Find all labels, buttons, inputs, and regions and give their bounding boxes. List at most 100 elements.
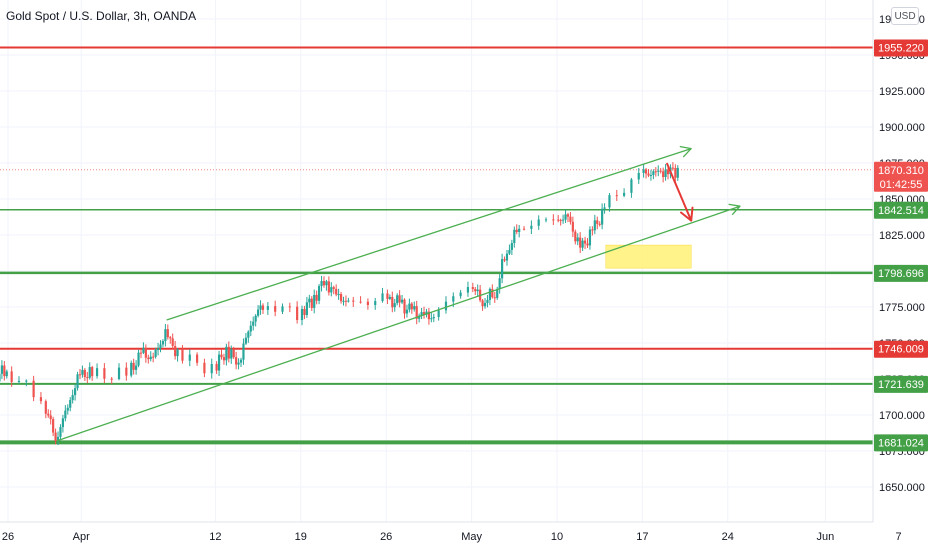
candle-body: [103, 368, 106, 379]
level-tag: 1798.696: [878, 268, 924, 280]
candle-body: [400, 299, 404, 303]
candle-body: [659, 170, 662, 172]
candle-body: [505, 253, 509, 261]
candle-body: [39, 397, 43, 402]
channel-upper-line-arrowhead: [679, 145, 692, 158]
candle-body: [508, 249, 511, 254]
candle-body: [664, 169, 667, 178]
candle-body: [466, 287, 470, 293]
candle-body: [237, 362, 240, 365]
candle-body: [86, 377, 89, 379]
level-tag: 1746.009: [878, 344, 924, 356]
level-tag: 1842.514: [878, 205, 924, 217]
time-tick-label: 26: [380, 531, 392, 543]
candle-body: [239, 359, 243, 363]
candle-body: [132, 362, 135, 370]
candle-body: [222, 357, 226, 361]
candle-body: [420, 312, 423, 316]
candle-body: [513, 229, 516, 244]
candle-body: [654, 171, 657, 173]
candle-body: [78, 374, 82, 376]
candle-body: [403, 299, 406, 314]
time-tick-label: 19: [295, 531, 307, 543]
candle-body: [74, 388, 77, 396]
currency-button[interactable]: USD: [891, 7, 919, 25]
candle-body: [242, 343, 245, 360]
candle-body: [337, 294, 340, 296]
candle-body: [662, 171, 665, 178]
candle-body: [603, 207, 606, 209]
candle-body: [142, 347, 145, 353]
candle-body: [125, 367, 128, 376]
candle-body: [642, 169, 645, 173]
time-tick-label: 7: [896, 531, 902, 543]
candle-body: [247, 331, 250, 338]
candle-body: [44, 401, 47, 414]
candle-body: [344, 300, 348, 302]
level-tag: 1721.639: [878, 379, 924, 391]
candle-body: [676, 167, 679, 178]
time-axis[interactable]: 26 Apr 12 19 26 May 10 17 24 Jun 7: [2, 531, 902, 543]
candle-body: [227, 346, 230, 359]
candle-body: [215, 364, 218, 371]
candle-body: [544, 219, 548, 221]
candle-body: [427, 311, 430, 320]
candle-body: [137, 352, 140, 366]
candle-body: [552, 219, 555, 221]
candle-body: [327, 281, 330, 293]
candle-body: [320, 281, 323, 286]
candle-body: [339, 294, 343, 302]
forecast-arrow-head: [680, 206, 694, 222]
candle-body: [252, 321, 255, 326]
candle-body: [652, 171, 655, 176]
candle-body: [188, 354, 191, 361]
candle-body: [615, 195, 618, 197]
candle-body: [181, 349, 184, 361]
candle-body: [139, 352, 143, 354]
candle-body: [471, 287, 474, 290]
candle-body: [176, 349, 179, 357]
candle-body: [66, 407, 69, 411]
candle-body: [210, 364, 213, 374]
candle-body: [325, 281, 328, 286]
candle-body: [488, 288, 491, 300]
candle-body: [432, 317, 435, 319]
candle-body: [217, 354, 221, 371]
candle-body: [591, 229, 594, 231]
candle-body: [581, 240, 584, 248]
candle-body: [88, 367, 91, 378]
level-tag-bg: [874, 375, 928, 393]
candle-body: [110, 378, 113, 380]
candle-body: [56, 436, 60, 442]
candle-body: [71, 395, 74, 401]
candle-body: [413, 306, 416, 310]
candle-body: [130, 362, 133, 376]
candle-body: [452, 296, 455, 302]
candle-body: [288, 306, 291, 308]
candle-body: [225, 346, 228, 361]
candle-body: [366, 301, 369, 306]
candle-body: [308, 298, 311, 303]
candle-body: [52, 419, 55, 433]
candle-body: [49, 415, 52, 420]
candle-body: [586, 243, 589, 246]
drawings: [56, 145, 741, 442]
candle-body: [257, 309, 260, 316]
candle-body: [196, 354, 199, 363]
candle-body: [569, 216, 572, 222]
candle-body: [17, 380, 21, 382]
time-tick-label: Jun: [817, 531, 835, 543]
candle-body: [388, 296, 391, 299]
candle-body: [483, 303, 487, 307]
price-tick-label: 1650.000: [879, 482, 925, 494]
candle-body: [3, 365, 6, 377]
candle-body: [330, 287, 333, 293]
candle-body: [598, 223, 601, 225]
price-tick-label: 1925.000: [879, 86, 925, 98]
candle-body: [342, 300, 345, 302]
candle-body: [386, 293, 389, 299]
candle-body: [481, 300, 484, 307]
candle-body: [530, 225, 533, 229]
candle-body: [574, 231, 577, 242]
